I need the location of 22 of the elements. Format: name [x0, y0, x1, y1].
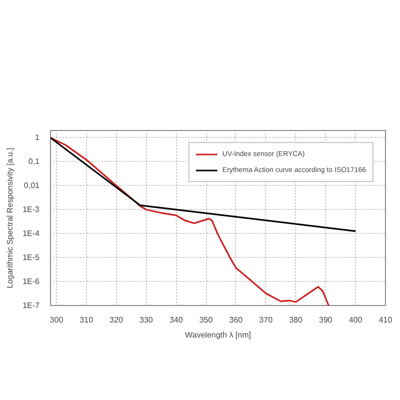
y-axis-title: Logarithmic Spectral Responsivity [a.u.]	[6, 148, 15, 288]
x-axis-title: Wavelength λ [nm]	[185, 330, 251, 340]
x-tick-label: 320	[110, 316, 124, 324]
y-tick-label: 1E-4	[22, 229, 40, 238]
x-tick-label: 300	[50, 316, 64, 324]
x-tick-label: 370	[259, 316, 274, 324]
x-tick-label: 340	[169, 316, 184, 324]
x-tick-label: 360	[229, 316, 244, 324]
x-tick-label: 330	[140, 316, 154, 324]
y-tick-label: 0,01	[24, 181, 40, 190]
x-tick-label: 410	[378, 316, 393, 324]
x-tick-label: 310	[80, 316, 94, 324]
y-tick-label: 1E-7	[22, 301, 40, 310]
x-tick-label: 350	[199, 316, 214, 324]
x-tick-label: 390	[319, 316, 333, 324]
x-tick-label: 380	[289, 316, 303, 324]
y-tick-label: 0,1	[28, 157, 40, 166]
y-tick-label: 1E-3	[22, 205, 40, 214]
y-tick-label: 1E-5	[22, 253, 40, 262]
y-tick-label: 1E-6	[22, 277, 40, 286]
x-tick-label: 400	[348, 316, 363, 324]
y-tick-label: 1	[35, 133, 40, 142]
